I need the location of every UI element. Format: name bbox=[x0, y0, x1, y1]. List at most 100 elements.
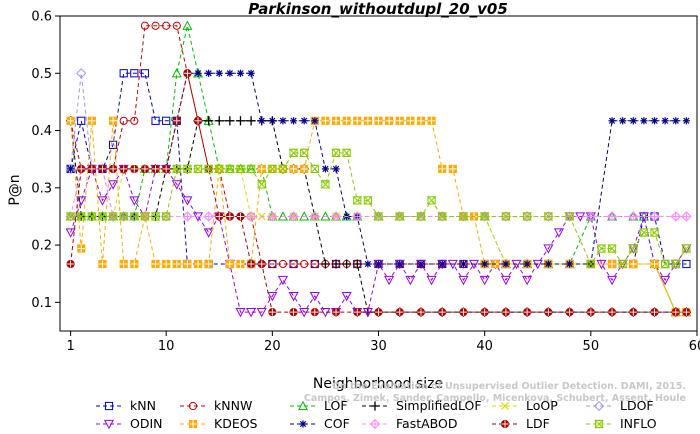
data-point bbox=[182, 211, 193, 222]
data-point bbox=[203, 211, 214, 222]
legend-label: FastABOD bbox=[396, 416, 458, 431]
data-point bbox=[640, 117, 648, 125]
series-odin bbox=[65, 164, 692, 318]
data-point bbox=[628, 211, 639, 222]
data-point bbox=[416, 212, 426, 221]
data-point bbox=[426, 275, 437, 286]
data-point bbox=[363, 196, 373, 205]
data-point bbox=[300, 117, 308, 125]
x-tick-label: 30 bbox=[370, 339, 387, 354]
data-point bbox=[596, 244, 607, 253]
data-point bbox=[268, 117, 276, 125]
data-point bbox=[246, 164, 256, 174]
series-ldf bbox=[66, 69, 691, 317]
data-point bbox=[67, 165, 75, 173]
data-point bbox=[119, 164, 128, 174]
data-point bbox=[608, 117, 616, 125]
data-point bbox=[225, 164, 235, 174]
data-point bbox=[171, 164, 182, 174]
legend-marker bbox=[500, 419, 510, 429]
data-point bbox=[384, 275, 395, 286]
data-point bbox=[235, 164, 246, 174]
data-point bbox=[162, 21, 171, 30]
data-point bbox=[130, 116, 139, 125]
data-point bbox=[76, 212, 87, 221]
data-point bbox=[193, 164, 203, 174]
data-point bbox=[203, 164, 214, 174]
data-point bbox=[130, 69, 139, 78]
data-point bbox=[76, 68, 87, 79]
data-point bbox=[182, 20, 193, 30]
data-point bbox=[87, 116, 96, 125]
data-point bbox=[65, 212, 76, 221]
x-tick-label: 60 bbox=[689, 339, 700, 354]
data-point bbox=[672, 117, 680, 125]
data-point bbox=[650, 259, 659, 269]
data-point bbox=[330, 211, 342, 222]
data-point bbox=[502, 260, 510, 268]
data-point bbox=[140, 69, 150, 78]
data-point bbox=[396, 260, 404, 268]
data-point bbox=[671, 308, 680, 317]
data-point bbox=[172, 259, 181, 269]
x-axis-label: Neighborhood size bbox=[313, 376, 443, 392]
data-point bbox=[405, 275, 416, 286]
data-point bbox=[268, 308, 277, 317]
legend-item-cof: COF bbox=[290, 416, 350, 431]
legend-marker bbox=[370, 401, 380, 411]
data-point bbox=[352, 259, 362, 269]
data-point bbox=[204, 259, 213, 269]
data-point bbox=[66, 259, 75, 269]
data-point bbox=[289, 164, 298, 174]
data-point bbox=[629, 117, 637, 125]
data-point bbox=[480, 308, 489, 317]
data-point bbox=[437, 212, 448, 221]
data-point bbox=[129, 212, 140, 221]
data-point bbox=[118, 212, 129, 221]
data-point bbox=[395, 308, 404, 317]
data-point bbox=[448, 164, 457, 174]
data-point bbox=[277, 275, 288, 286]
data-point bbox=[108, 212, 118, 221]
data-point bbox=[267, 291, 278, 302]
data-point bbox=[522, 275, 533, 286]
data-point bbox=[332, 165, 340, 173]
data-point bbox=[617, 259, 628, 269]
data-point bbox=[523, 260, 531, 268]
data-point bbox=[309, 211, 320, 222]
data-point bbox=[76, 196, 87, 206]
data-point bbox=[119, 116, 128, 125]
data-point bbox=[119, 69, 128, 78]
legend-marker bbox=[104, 401, 114, 411]
data-point bbox=[183, 259, 192, 269]
data-point bbox=[171, 68, 182, 78]
data-point bbox=[289, 308, 298, 317]
data-point bbox=[479, 212, 490, 221]
data-point bbox=[681, 211, 692, 222]
data-point bbox=[374, 116, 383, 125]
data-point bbox=[416, 308, 426, 317]
data-point bbox=[119, 259, 128, 269]
legend-marker bbox=[299, 420, 307, 428]
data-point bbox=[501, 212, 511, 221]
data-point bbox=[108, 116, 118, 125]
data-point bbox=[352, 196, 363, 205]
data-point bbox=[458, 212, 469, 221]
legend-marker bbox=[593, 400, 605, 412]
series-line bbox=[70, 73, 687, 313]
data-point bbox=[660, 275, 671, 286]
data-point bbox=[310, 259, 319, 269]
data-point bbox=[235, 116, 246, 126]
data-point bbox=[607, 244, 617, 253]
data-point bbox=[395, 116, 404, 125]
data-point bbox=[140, 164, 150, 174]
data-point bbox=[268, 259, 277, 269]
data-point bbox=[459, 260, 468, 268]
y-tick-label: 0.5 bbox=[31, 67, 52, 82]
data-point bbox=[300, 259, 309, 269]
legend-item-loop: LoOP bbox=[492, 398, 558, 413]
x-tick-label: 1 bbox=[66, 339, 74, 354]
data-point bbox=[87, 164, 96, 174]
series-inflo bbox=[65, 148, 692, 269]
data-point bbox=[607, 275, 618, 286]
